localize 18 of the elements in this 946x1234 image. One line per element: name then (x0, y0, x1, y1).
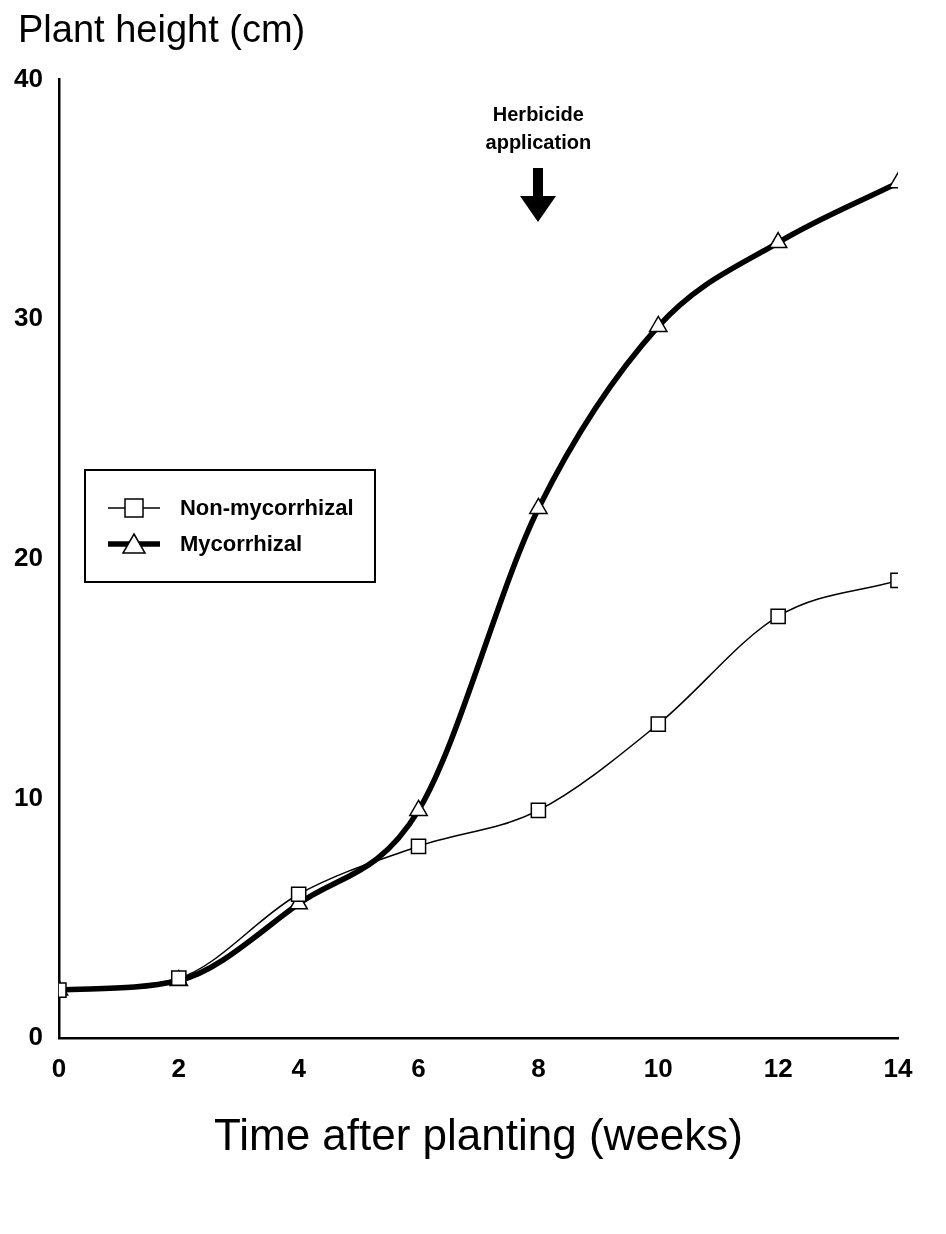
x-tick-label: 14 (883, 1052, 913, 1083)
y-tick-label: 40 (14, 62, 43, 93)
x-tick-label: 4 (291, 1052, 307, 1083)
y-tick-label: 10 (14, 781, 43, 812)
x-tick-label: 8 (531, 1052, 546, 1083)
x-axis-title: Time after planting (weeks) (213, 1109, 743, 1159)
y-tick-label: 30 (14, 302, 43, 333)
legend-label: Mycorrhizal (179, 530, 303, 557)
x-tick-label: 6 (411, 1052, 426, 1083)
y-tick-label: 0 (28, 1021, 43, 1052)
y-axis-title: Plant height (cm) (18, 8, 307, 52)
x-tick-label: 2 (171, 1052, 187, 1083)
y-tick-label: 20 (14, 541, 43, 572)
annotation: Herbicide application (484, 101, 593, 155)
x-tick-label: 0 (51, 1052, 67, 1083)
x-tick-label: 10 (643, 1052, 673, 1083)
x-tick-label: 12 (763, 1052, 793, 1083)
legend-label: Non-mycorrhizal (179, 494, 354, 521)
